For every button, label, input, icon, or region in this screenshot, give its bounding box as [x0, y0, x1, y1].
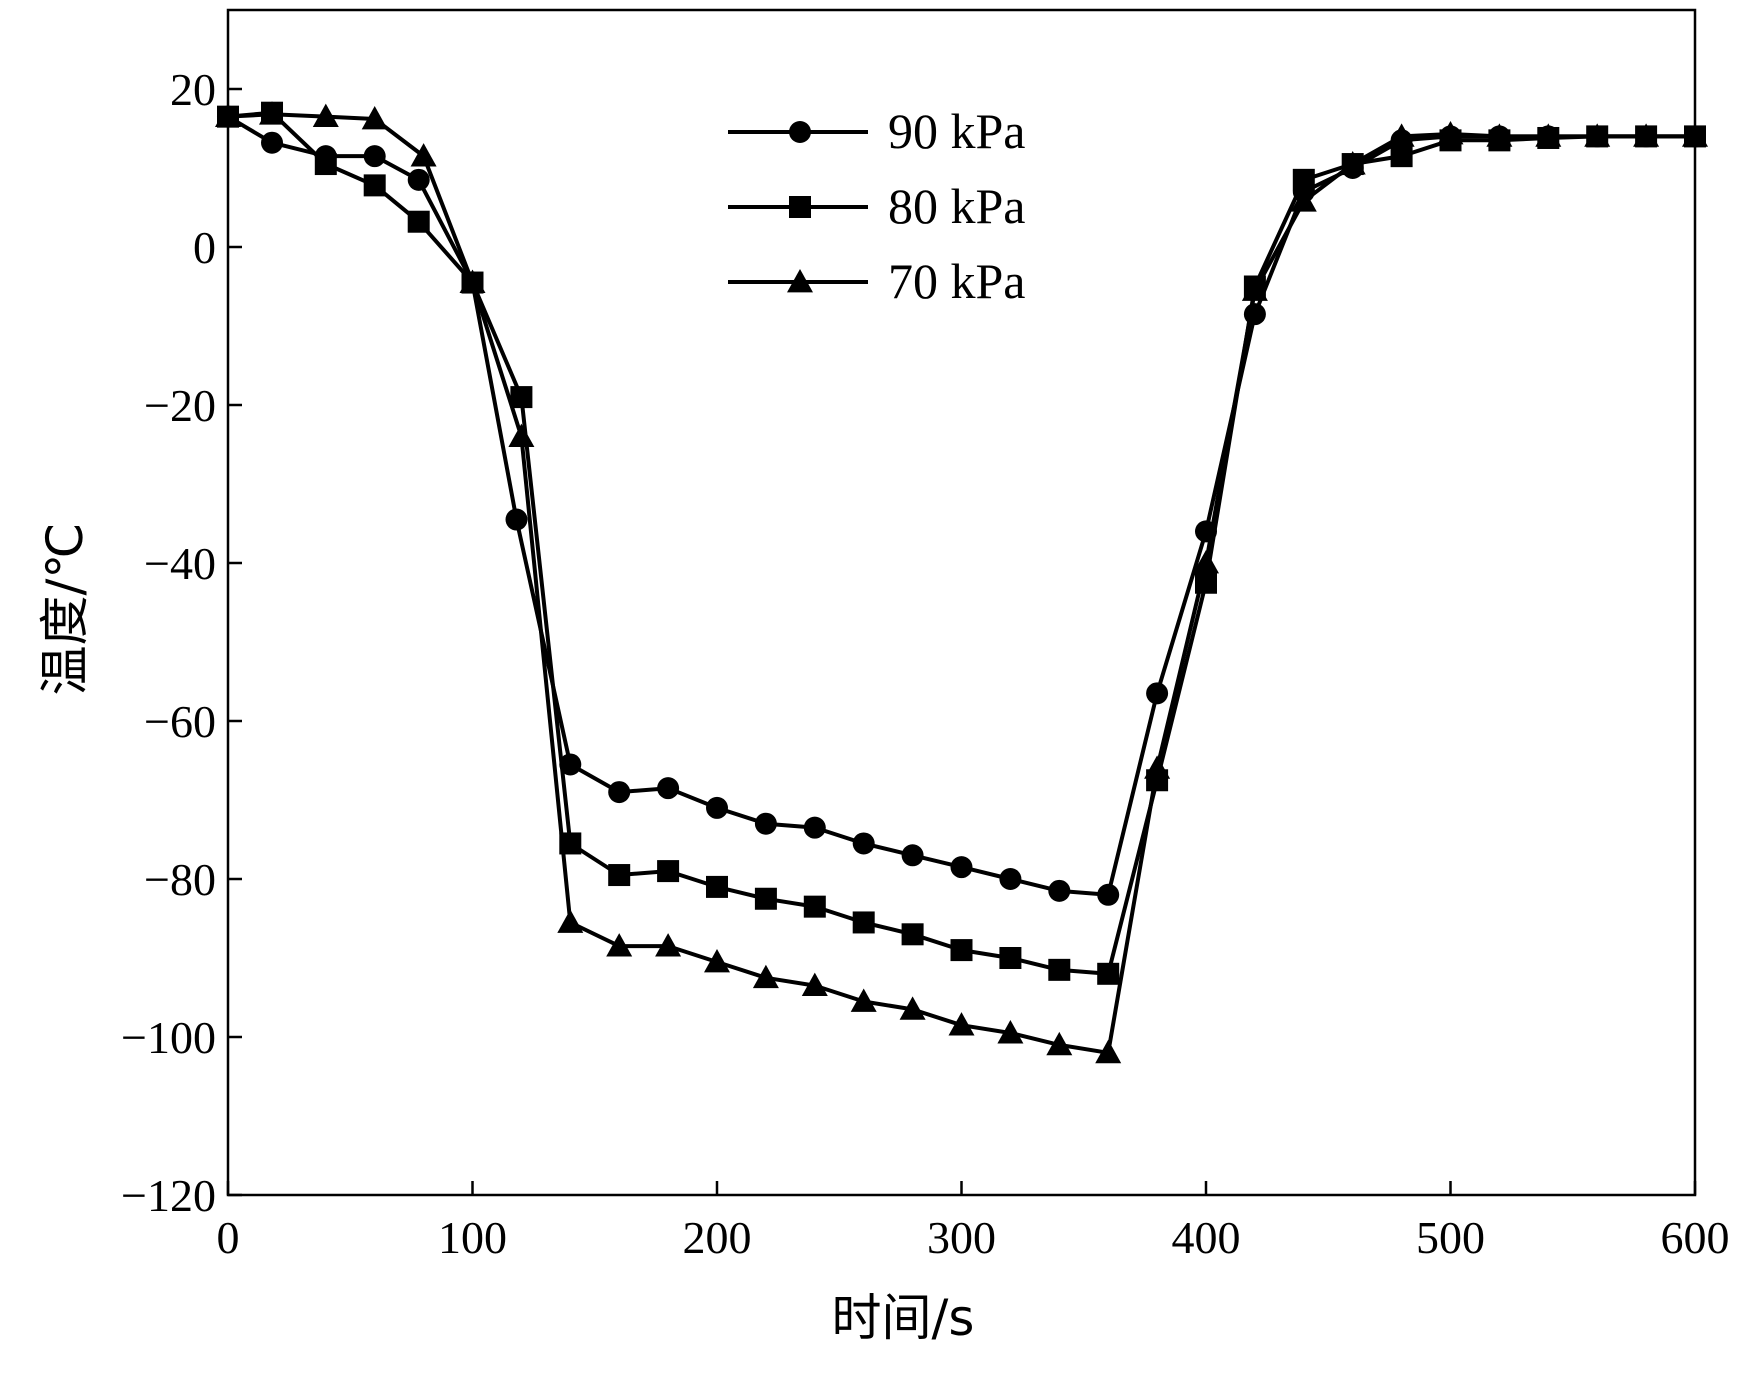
- legend-item: 70 kPa: [728, 253, 1026, 309]
- data-point-circle: [363, 145, 386, 168]
- data-point-circle: [608, 781, 631, 804]
- data-point-square: [901, 923, 924, 946]
- data-point-triangle: [997, 1020, 1024, 1044]
- data-point-square: [1390, 145, 1413, 168]
- data-point-triangle: [1486, 123, 1513, 147]
- series-triangle: [215, 101, 1708, 1064]
- data-point-circle: [803, 816, 826, 839]
- data-point-square: [803, 895, 826, 918]
- data-point-circle: [261, 131, 284, 154]
- y-axis-title: 温度/℃: [36, 523, 94, 696]
- data-point-triangle: [459, 269, 486, 293]
- data-point-triangle: [948, 1012, 975, 1036]
- data-point-square: [950, 939, 973, 962]
- x-axis-title: 时间/s: [832, 1289, 975, 1347]
- data-point-triangle: [1193, 550, 1219, 574]
- data-point-triangle: [215, 103, 241, 128]
- data-point-triangle: [312, 103, 339, 128]
- data-point-square: [363, 174, 386, 197]
- data-point-circle: [559, 753, 582, 776]
- data-point-square: [314, 153, 337, 176]
- y-tick-label: −80: [144, 854, 216, 905]
- data-point-triangle: [899, 996, 926, 1020]
- data-point-square: [789, 196, 811, 218]
- data-point-triangle: [704, 948, 730, 973]
- data-point-triangle: [1241, 277, 1268, 301]
- data-point-circle: [706, 796, 728, 819]
- data-point-circle: [754, 812, 777, 835]
- data-point-square: [608, 864, 631, 887]
- data-point-circle: [505, 508, 528, 531]
- data-point-triangle: [508, 423, 535, 447]
- data-point-circle: [1048, 879, 1071, 902]
- x-tick-label: 400: [1172, 1212, 1241, 1263]
- data-point-triangle: [1290, 188, 1317, 212]
- data-point-circle: [789, 121, 811, 143]
- data-point-triangle: [655, 933, 682, 957]
- x-tick-label: 500: [1416, 1212, 1485, 1263]
- data-point-circle: [999, 868, 1022, 890]
- data-point-triangle: [1388, 123, 1415, 147]
- y-tick-label: 0: [193, 222, 216, 273]
- data-point-triangle: [1339, 151, 1366, 175]
- data-point-triangle: [259, 101, 286, 125]
- data-point-triangle: [1535, 123, 1562, 147]
- y-tick-label: −40: [144, 538, 216, 589]
- data-point-square: [1292, 168, 1315, 191]
- data-point-triangle: [1437, 121, 1464, 145]
- data-point-circle: [950, 856, 973, 879]
- data-point-triangle: [557, 909, 584, 933]
- data-point-triangle: [1046, 1031, 1073, 1056]
- data-point-triangle: [1095, 1039, 1122, 1064]
- data-point-circle: [901, 844, 924, 867]
- data-point-triangle: [787, 269, 813, 293]
- data-point-triangle: [361, 106, 388, 130]
- data-point-circle: [1097, 883, 1120, 906]
- y-tick-label: −60: [144, 696, 216, 747]
- x-tick-label: 600: [1661, 1212, 1730, 1263]
- data-point-square: [1048, 958, 1071, 981]
- x-tick-label: 100: [438, 1212, 507, 1263]
- y-tick-label: −20: [144, 380, 216, 431]
- legend-label: 80 kPa: [888, 178, 1026, 234]
- data-point-circle: [852, 832, 875, 855]
- legend-item: 90 kPa: [728, 103, 1026, 159]
- y-tick-label: 20: [170, 64, 216, 115]
- data-point-triangle: [801, 972, 828, 997]
- x-tick-label: 0: [217, 1212, 240, 1263]
- data-point-triangle: [410, 143, 437, 167]
- y-tick-label: −100: [121, 1012, 216, 1063]
- x-tick-label: 200: [683, 1212, 752, 1263]
- data-point-square: [706, 875, 728, 898]
- data-point-square: [407, 210, 430, 233]
- data-point-square: [999, 947, 1022, 969]
- data-point-triangle: [1633, 123, 1660, 147]
- data-point-triangle: [1584, 123, 1611, 147]
- data-point-triangle: [606, 933, 633, 957]
- legend-item: 80 kPa: [728, 178, 1026, 234]
- x-tick-label: 300: [927, 1212, 996, 1263]
- data-point-triangle: [1682, 123, 1708, 147]
- data-point-square: [510, 386, 533, 409]
- data-point-square: [754, 887, 777, 910]
- data-point-triangle: [850, 988, 877, 1012]
- data-point-square: [1097, 962, 1120, 985]
- data-point-triangle: [1144, 755, 1171, 779]
- data-point-square: [852, 911, 875, 934]
- legend-label: 90 kPa: [888, 103, 1026, 159]
- data-point-triangle: [752, 964, 779, 989]
- data-point-circle: [407, 168, 430, 191]
- data-point-square: [657, 860, 680, 883]
- data-point-circle: [657, 777, 680, 800]
- y-tick-label: −120: [121, 1170, 216, 1221]
- data-point-circle: [1146, 682, 1169, 705]
- legend-label: 70 kPa: [888, 253, 1026, 309]
